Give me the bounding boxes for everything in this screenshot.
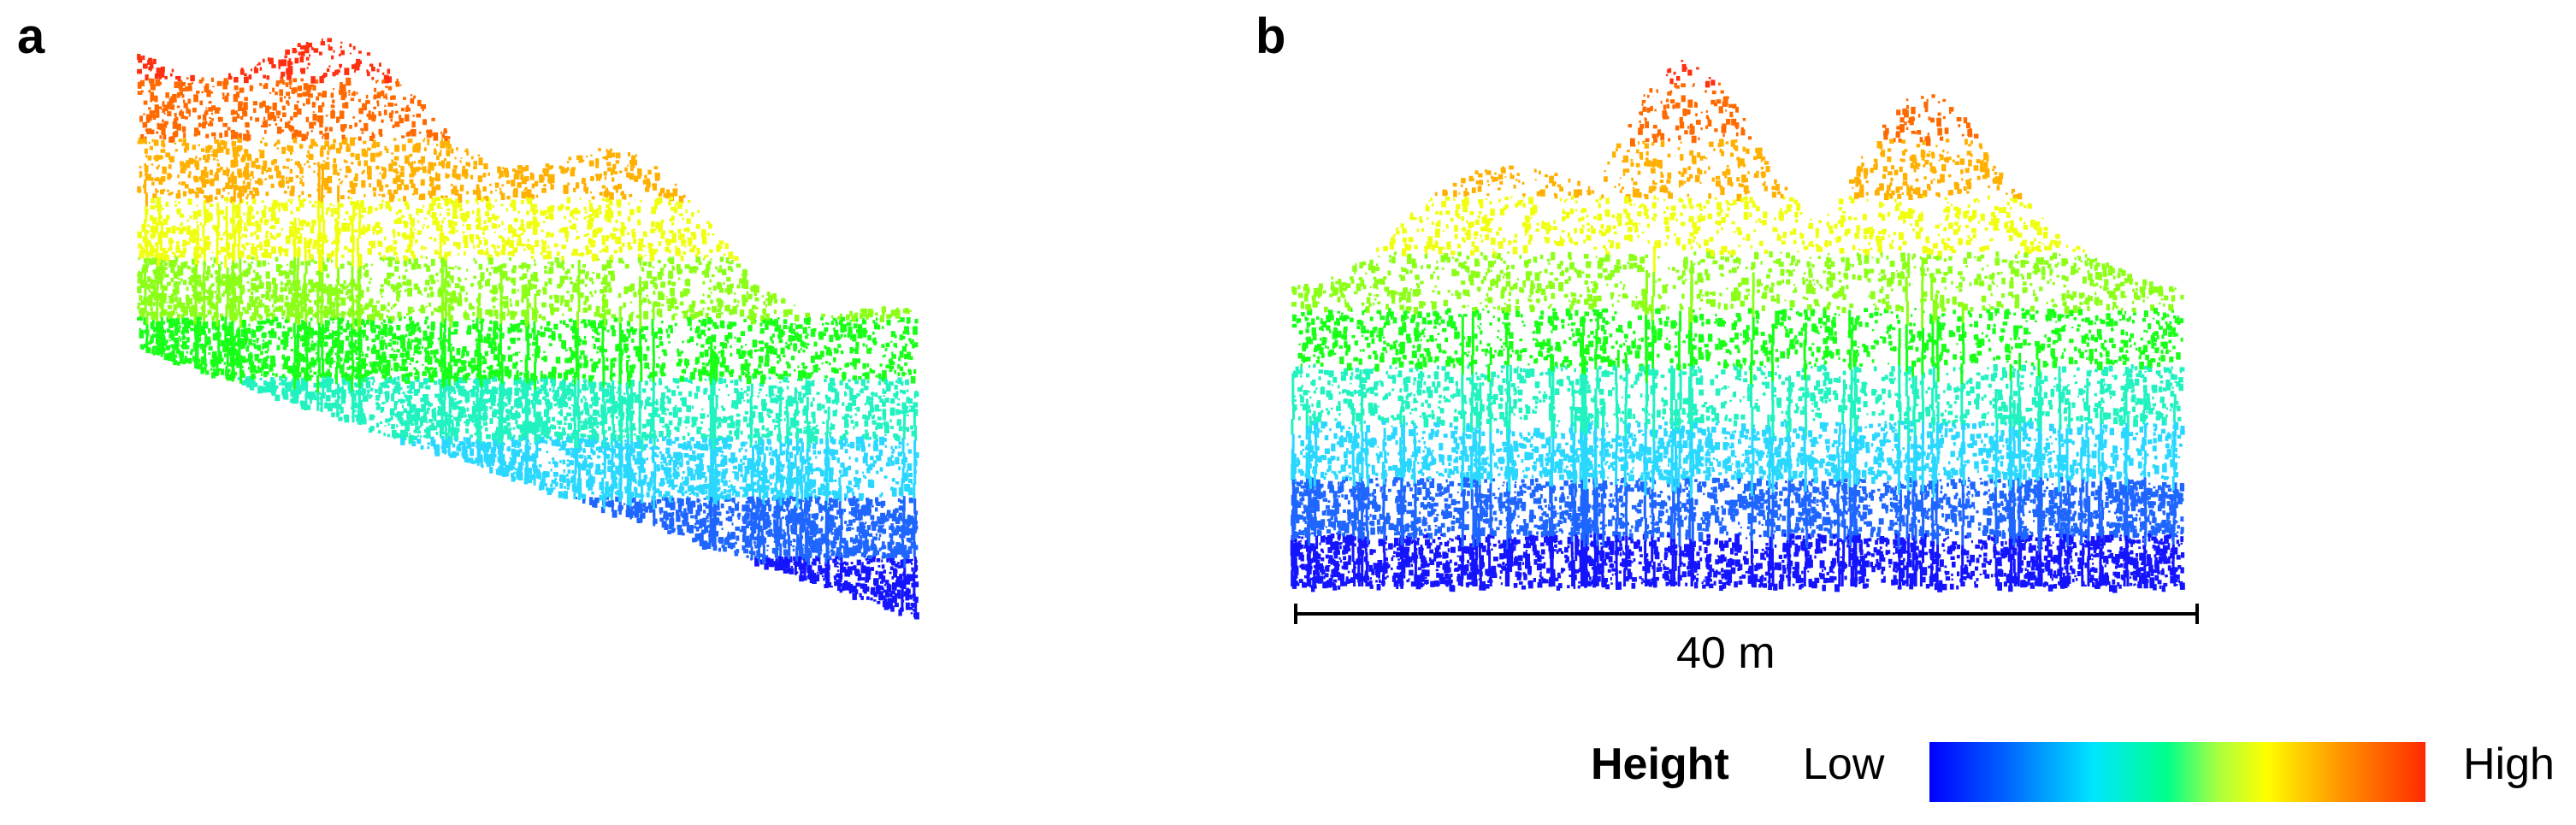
point-cloud-view-b [1290, 60, 2185, 593]
legend-title: Height [1591, 742, 1729, 787]
height-colorbar [1929, 742, 2425, 802]
scale-bar-label: 40 m [1676, 631, 1775, 675]
legend-high-label: High [2463, 742, 2555, 787]
point-cloud-view-a [137, 38, 919, 620]
legend-low-label: Low [1803, 742, 1884, 787]
panel-label-a: a [17, 12, 44, 62]
scale-bar [1294, 604, 2199, 624]
panel-label-b: b [1256, 12, 1285, 62]
